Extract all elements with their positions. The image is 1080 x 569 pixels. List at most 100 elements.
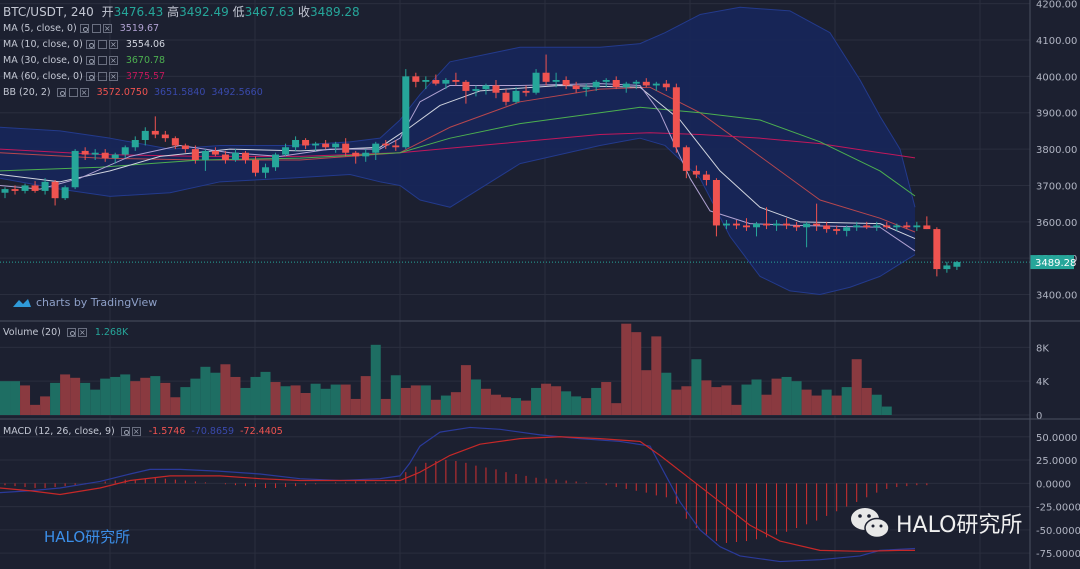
candle-body — [262, 167, 270, 173]
candle-body — [211, 150, 219, 155]
volume-bar — [110, 376, 121, 415]
volume-bar — [591, 387, 602, 415]
volume-bar — [430, 399, 441, 415]
candle-body — [201, 150, 209, 160]
settings-gear-icon[interactable] — [97, 40, 107, 49]
candle-body — [532, 72, 540, 93]
candle-body — [21, 185, 29, 191]
visibility-eye-icon[interactable] — [85, 40, 95, 49]
bb-basis-value: 3572.0750 — [96, 87, 149, 98]
volume-bar — [571, 396, 582, 415]
candle-body — [352, 152, 360, 157]
candlesticks — [1, 54, 961, 277]
volume-bar — [230, 376, 241, 415]
volume-bar — [621, 323, 632, 415]
tradingview-text: charts by TradingView — [36, 296, 158, 309]
volume-bar — [340, 384, 351, 415]
settings-gear-icon[interactable] — [97, 56, 107, 65]
candle-body — [332, 143, 340, 148]
volume-bar — [781, 376, 792, 415]
volume-bar — [210, 372, 221, 415]
macd-tick-label: 25.0000 — [1036, 456, 1077, 467]
remove-close-icon[interactable]: × — [102, 24, 112, 33]
legend-bb[interactable]: BB (20, 2) × 3572.0750 3651.5840 3492.56… — [3, 87, 263, 98]
visibility-eye-icon[interactable] — [56, 88, 66, 97]
visibility-eye-icon[interactable] — [66, 328, 76, 337]
candle-body — [883, 225, 891, 228]
ma30-line — [0, 106, 916, 197]
volume-bar — [651, 336, 662, 415]
remove-close-icon[interactable]: × — [79, 88, 89, 97]
legend-ma30[interactable]: MA (30, close, 0) × 3670.78 — [3, 55, 165, 66]
candle-body — [51, 181, 59, 199]
volume-bar — [581, 398, 592, 415]
volume-bar — [771, 378, 782, 415]
candle-body — [31, 185, 39, 191]
price-axis: 4200.00 4100.00 4000.00 3900.00 3800.00 3700.… — [1030, 0, 1080, 560]
candle-body — [793, 225, 801, 228]
visibility-eye-icon[interactable] — [120, 427, 130, 436]
bb-upper-value: 3651.5840 — [154, 87, 206, 98]
visibility-eye-icon[interactable] — [79, 24, 89, 33]
candle-body — [141, 130, 149, 140]
visibility-eye-icon[interactable] — [85, 72, 95, 81]
legend-ma10[interactable]: MA (10, close, 0) × 3554.06 — [3, 39, 165, 50]
volume-bars — [0, 323, 892, 415]
volume-bar — [100, 378, 111, 415]
volume-bar — [360, 376, 371, 415]
candle-body — [732, 223, 740, 226]
settings-gear-icon[interactable] — [91, 24, 101, 33]
volume-bar — [370, 344, 381, 415]
candle-body — [41, 181, 49, 191]
legend-volume[interactable]: Volume (20) × 1.268K — [3, 327, 128, 338]
volume-bar — [410, 385, 421, 415]
volume-bar — [501, 397, 511, 415]
volume-bar — [190, 378, 201, 415]
candle-body — [773, 223, 781, 226]
volume-bar — [310, 383, 321, 415]
legend-ma60[interactable]: MA (60, close, 0) × 3775.57 — [3, 71, 165, 82]
wechat-badge: HALO研究所 — [848, 505, 1022, 541]
settings-gear-icon[interactable] — [97, 72, 107, 81]
legend-macd[interactable]: MACD (12, 26, close, 9) × -1.5746 -70.86… — [3, 426, 283, 437]
bb-lower-line — [0, 137, 916, 296]
volume-bar — [681, 386, 692, 415]
volume-bar — [701, 380, 712, 415]
volume-bar — [811, 395, 822, 415]
tradingview-watermark[interactable]: charts by TradingView — [12, 296, 157, 309]
volume-bar — [280, 386, 291, 415]
candle-body — [502, 92, 510, 102]
macd-label: MACD (12, 26, close, 9) — [3, 426, 115, 437]
candle-body — [171, 138, 179, 146]
low-value: 3467.63 — [244, 5, 295, 19]
candle-body — [252, 160, 259, 173]
volume-bar — [30, 404, 41, 415]
volume-bar — [711, 387, 722, 415]
candle-body — [833, 229, 841, 231]
settings-gear-icon[interactable] — [68, 88, 78, 97]
legend-ma5[interactable]: MA (5, close, 0) × 3519.67 — [3, 23, 159, 34]
ma5-label: MA (5, close, 0) — [3, 23, 77, 34]
remove-close-icon[interactable]: × — [108, 72, 118, 81]
volume-bar — [380, 398, 391, 415]
symbol-label[interactable]: BTC/USDT, 240 — [3, 5, 94, 19]
candle-body — [702, 174, 710, 180]
volume-bar — [180, 387, 191, 415]
candle-body — [482, 85, 490, 90]
candle-body — [181, 145, 189, 150]
candle-body — [191, 149, 199, 160]
candle-body — [231, 152, 239, 160]
candle-body — [81, 150, 89, 155]
remove-close-icon[interactable]: × — [131, 427, 141, 436]
volume-bar — [691, 359, 702, 415]
macd-tick-label: -75.0000 — [1036, 549, 1080, 560]
close-value: 3489.28 — [310, 5, 360, 19]
halo-watermark-left: HALO研究所 — [44, 528, 131, 546]
visibility-eye-icon[interactable] — [85, 56, 95, 65]
macd-tick-label: 50.0000 — [1036, 433, 1077, 444]
remove-close-icon[interactable]: × — [108, 56, 118, 65]
remove-close-icon[interactable]: × — [108, 40, 118, 49]
remove-close-icon[interactable]: × — [77, 328, 87, 337]
volume-bar — [250, 376, 261, 415]
